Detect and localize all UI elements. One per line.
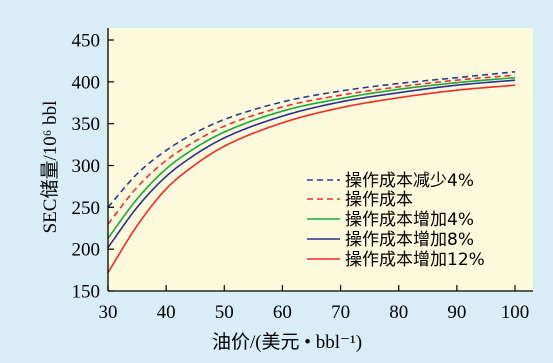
x-tick-label: 50: [215, 302, 234, 323]
series-line: [107, 70, 516, 208]
y-ticks: 150 200 250 300 350 400 450: [72, 31, 114, 303]
legend-item: 操作成本增加8%: [307, 230, 474, 250]
x-tick-label: 30: [99, 302, 118, 323]
series-line: [107, 74, 516, 225]
legend-item: 操作成本增加4%: [307, 210, 474, 230]
x-tick-label: 60: [273, 302, 292, 323]
legend-item: 操作成本: [307, 190, 413, 210]
y-tick-label: 300: [72, 156, 101, 177]
x-tick-label: 90: [447, 302, 466, 323]
y-tick-label: 350: [72, 114, 101, 135]
series-layer: [107, 70, 516, 274]
y-tick-label: 150: [72, 282, 101, 303]
x-axis-label: 油价/(美元 • bbl⁻¹): [212, 331, 362, 353]
y-tick-label: 200: [72, 240, 101, 261]
y-tick-label: 450: [72, 31, 101, 52]
x-ticks: 30 40 50 60 70 80 90 100: [99, 285, 530, 323]
x-tick-label: 70: [331, 302, 350, 323]
y-tick-label: 250: [72, 198, 101, 219]
axes: [107, 28, 533, 292]
x-tick-label: 40: [157, 302, 176, 323]
x-tick-label: 100: [501, 302, 530, 323]
series-line: [107, 84, 516, 274]
legend-label: 操作成本增加4%: [345, 210, 474, 230]
series-line: [107, 76, 516, 239]
y-tick-label: 400: [72, 72, 101, 93]
legend-item: 操作成本增加12%: [307, 250, 485, 270]
series-line: [107, 79, 516, 248]
x-tick-label: 80: [389, 302, 408, 323]
y-axis-label: SEC储量/10⁶ bbl: [39, 101, 61, 234]
legend-label: 操作成本增加12%: [345, 250, 485, 270]
legend-label: 操作成本增加8%: [345, 230, 474, 250]
legend-label: 操作成本: [345, 190, 413, 210]
legend-label: 操作成本减少4%: [345, 171, 474, 191]
legend: 操作成本减少4% 操作成本 操作成本增加4% 操作成本增加8% 操作成本增加12…: [307, 171, 485, 270]
legend-item: 操作成本减少4%: [307, 171, 474, 191]
